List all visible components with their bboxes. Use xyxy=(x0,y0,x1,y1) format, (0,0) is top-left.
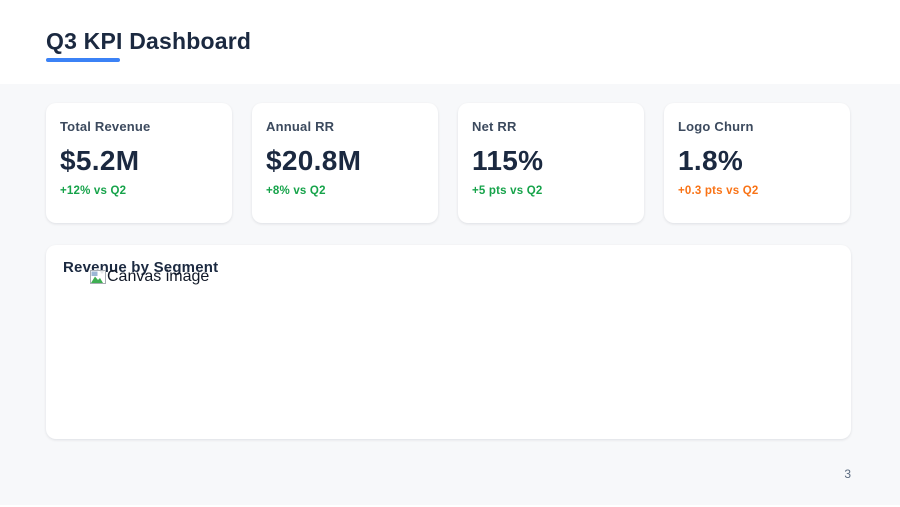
kpi-delta: +5 pts vs Q2 xyxy=(472,184,543,197)
kpi-value: $20.8M xyxy=(266,144,362,176)
kpi-card-row: Total Revenue $5.2M +12% vs Q2 Annual RR… xyxy=(46,103,850,223)
kpi-card-total-revenue: Total Revenue $5.2M +12% vs Q2 xyxy=(46,103,232,223)
kpi-value: $5.2M xyxy=(60,144,140,176)
kpi-card-logo-churn: Logo Churn 1.8% +0.3 pts vs Q2 xyxy=(664,103,850,223)
kpi-label: Logo Churn xyxy=(678,119,754,134)
broken-image-icon xyxy=(90,270,106,284)
broken-canvas-image-placeholder: Canvas image xyxy=(90,269,209,285)
kpi-value: 115% xyxy=(472,144,544,176)
kpi-delta: +12% vs Q2 xyxy=(60,184,127,197)
kpi-value: 1.8% xyxy=(678,144,744,176)
title-accent-underline xyxy=(46,58,120,62)
page-number: 3 xyxy=(844,467,851,481)
kpi-delta: +0.3 pts vs Q2 xyxy=(678,184,759,197)
slide-header: Q3 KPI Dashboard xyxy=(0,0,900,84)
kpi-label: Net RR xyxy=(472,119,517,134)
kpi-card-annual-rr: Annual RR $20.8M +8% vs Q2 xyxy=(252,103,438,223)
kpi-label: Annual RR xyxy=(266,119,335,134)
kpi-delta: +8% vs Q2 xyxy=(266,184,326,197)
kpi-card-net-rr: Net RR 115% +5 pts vs Q2 xyxy=(458,103,644,223)
slide-content: Total Revenue $5.2M +12% vs Q2 Annual RR… xyxy=(0,84,900,505)
broken-image-alt-text: Canvas image xyxy=(107,268,210,285)
revenue-by-segment-card: Revenue by Segment Canvas image xyxy=(46,245,851,439)
kpi-label: Total Revenue xyxy=(60,119,151,134)
page-title: Q3 KPI Dashboard xyxy=(46,28,252,54)
